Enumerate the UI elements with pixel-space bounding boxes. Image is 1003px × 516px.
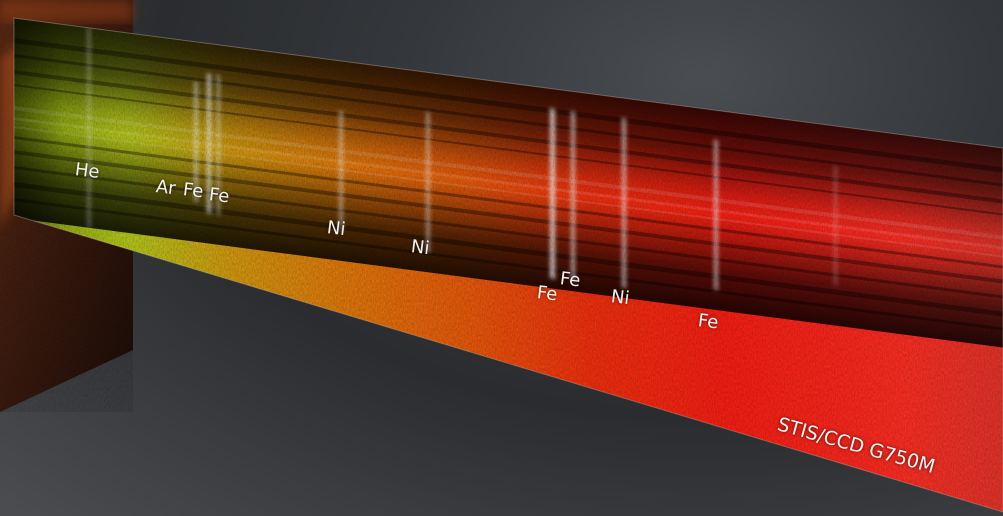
line-label-ni: Ni [409,236,431,260]
line-label-ni: Ni [325,217,347,241]
line-label-fe: Fe [696,310,720,334]
line-label-he: He [73,159,101,183]
line-label-ar: Ar [154,176,177,200]
line-label-fe: Fe [207,184,231,208]
line-label-fe: Fe [181,179,205,203]
line-label-ni: Ni [609,286,631,310]
line-label-fe: Fe [558,268,582,292]
spectrum-edge [13,17,1003,513]
line-label-fe: Fe [535,282,559,306]
